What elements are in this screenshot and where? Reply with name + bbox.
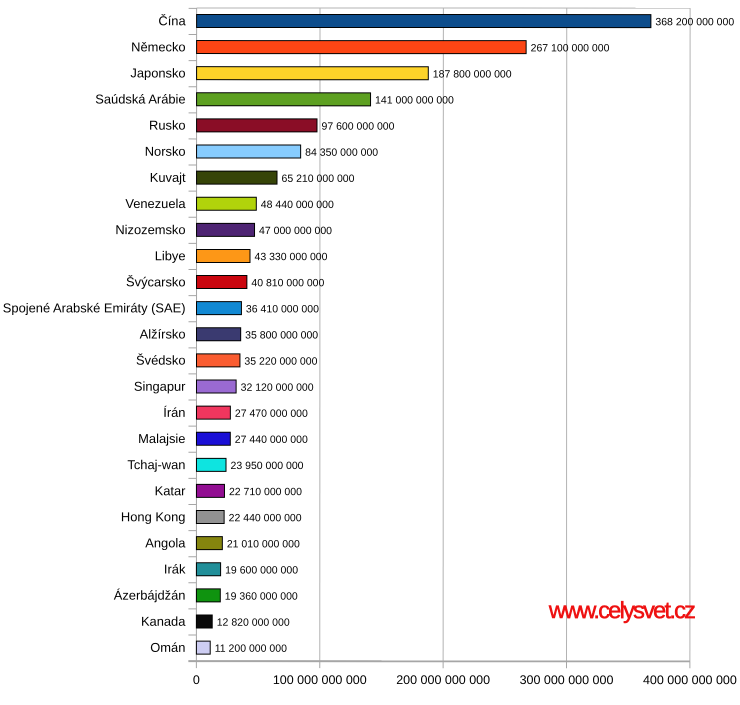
svg-text:36 410 000 000: 36 410 000 000 bbox=[246, 303, 319, 315]
svg-text:32 120 000 000: 32 120 000 000 bbox=[241, 382, 314, 394]
svg-text:19 600 000 000: 19 600 000 000 bbox=[225, 564, 298, 576]
svg-text:368 200 000 000: 368 200 000 000 bbox=[655, 16, 734, 28]
svg-text:27 440 000 000: 27 440 000 000 bbox=[235, 434, 308, 446]
svg-text:267 100 000 000: 267 100 000 000 bbox=[531, 42, 610, 54]
svg-text:400 000 000 000: 400 000 000 000 bbox=[643, 673, 737, 687]
svg-text:Singapur: Singapur bbox=[134, 379, 186, 394]
svg-text:22 710 000 000: 22 710 000 000 bbox=[229, 486, 302, 498]
svg-text:Norsko: Norsko bbox=[145, 144, 186, 159]
svg-text:Kuvajt: Kuvajt bbox=[150, 170, 186, 185]
svg-text:Nizozemsko: Nizozemsko bbox=[115, 222, 185, 237]
svg-text:Írán: Írán bbox=[163, 405, 185, 420]
svg-text:200 000 000 000: 200 000 000 000 bbox=[396, 673, 490, 687]
svg-text:Irák: Irák bbox=[164, 562, 186, 577]
svg-text:12 820 000 000: 12 820 000 000 bbox=[217, 617, 290, 629]
svg-text:65 210 000 000: 65 210 000 000 bbox=[282, 173, 355, 185]
svg-text:19 360 000 000: 19 360 000 000 bbox=[225, 591, 298, 603]
svg-text:Malajsie: Malajsie bbox=[138, 431, 185, 446]
svg-text:Čína: Čína bbox=[158, 13, 186, 28]
svg-text:84 350 000 000: 84 350 000 000 bbox=[305, 147, 378, 159]
svg-text:Švýcarsko: Švýcarsko bbox=[126, 274, 185, 289]
svg-text:Spojené Arabské Emiráty (SAE): Spojené Arabské Emiráty (SAE) bbox=[3, 300, 186, 315]
svg-text:Venezuela: Venezuela bbox=[125, 196, 186, 211]
svg-text:Angola: Angola bbox=[145, 535, 186, 550]
svg-text:22 440 000 000: 22 440 000 000 bbox=[229, 512, 302, 524]
svg-text:Saúdská Arábie: Saúdská Arábie bbox=[95, 92, 185, 107]
svg-text:97 600 000 000: 97 600 000 000 bbox=[321, 121, 394, 133]
svg-text:300 000 000 000: 300 000 000 000 bbox=[520, 673, 614, 687]
svg-text:0: 0 bbox=[193, 673, 200, 687]
svg-text:www.celysvet.cz: www.celysvet.cz bbox=[548, 597, 696, 623]
svg-text:Německo: Německo bbox=[131, 39, 185, 54]
svg-text:35 800 000 000: 35 800 000 000 bbox=[245, 329, 318, 341]
svg-text:Tchaj-wan: Tchaj-wan bbox=[127, 457, 185, 472]
svg-text:48 440 000 000: 48 440 000 000 bbox=[261, 199, 334, 211]
svg-text:187 800 000 000: 187 800 000 000 bbox=[433, 68, 512, 80]
svg-text:21 010 000 000: 21 010 000 000 bbox=[227, 538, 300, 550]
svg-text:35 220 000 000: 35 220 000 000 bbox=[244, 356, 317, 368]
svg-text:Katar: Katar bbox=[155, 483, 187, 498]
svg-text:40 810 000 000: 40 810 000 000 bbox=[251, 277, 324, 289]
svg-text:43 330 000 000: 43 330 000 000 bbox=[254, 251, 327, 263]
svg-text:Kanada: Kanada bbox=[141, 614, 186, 629]
svg-text:23 950 000 000: 23 950 000 000 bbox=[231, 460, 304, 472]
svg-text:Japonsko: Japonsko bbox=[130, 65, 185, 80]
svg-text:Ázerbájdžán: Ázerbájdžán bbox=[114, 588, 186, 603]
svg-text:Hong Kong: Hong Kong bbox=[121, 509, 186, 524]
svg-text:Alžírsko: Alžírsko bbox=[140, 327, 186, 342]
svg-text:Švédsko: Švédsko bbox=[136, 353, 185, 368]
svg-text:100 000 000 000: 100 000 000 000 bbox=[273, 673, 367, 687]
svg-text:11 200 000 000: 11 200 000 000 bbox=[215, 643, 287, 655]
svg-text:Libye: Libye bbox=[155, 248, 186, 263]
svg-text:141 000 000 000: 141 000 000 000 bbox=[375, 95, 454, 107]
svg-text:27 470 000 000: 27 470 000 000 bbox=[235, 408, 308, 420]
svg-text:47 000 000 000: 47 000 000 000 bbox=[259, 225, 332, 237]
svg-text:Rusko: Rusko bbox=[149, 118, 186, 133]
svg-text:Omán: Omán bbox=[150, 640, 185, 655]
